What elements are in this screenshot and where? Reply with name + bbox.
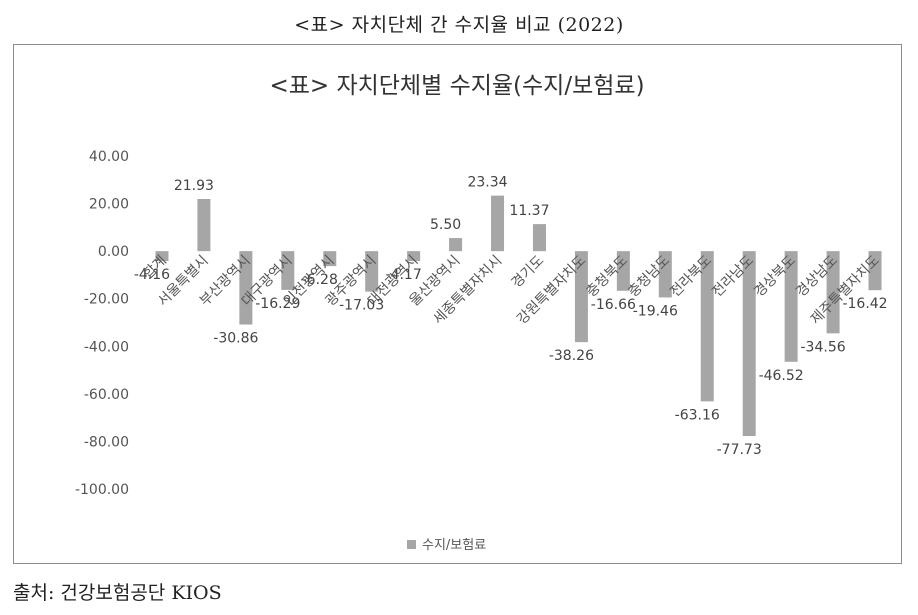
legend-swatch <box>407 540 416 549</box>
bar <box>491 195 505 252</box>
bar <box>365 251 379 292</box>
bar <box>826 251 840 334</box>
y-tick-label: -60.00 <box>84 387 129 403</box>
y-tick-label: -100.00 <box>75 482 129 498</box>
bar <box>658 251 672 298</box>
data-label: -46.52 <box>759 368 804 384</box>
bar <box>616 251 630 291</box>
bar <box>155 251 169 262</box>
bar <box>449 238 463 252</box>
bar <box>868 251 882 291</box>
y-tick-label: 40.00 <box>89 149 129 165</box>
data-label: -16.42 <box>842 296 887 312</box>
data-label: -63.16 <box>675 407 720 423</box>
data-label: -34.56 <box>801 339 846 355</box>
source-note: 출처: 건강보험공단 KIOS <box>13 582 222 604</box>
data-label: -19.46 <box>633 303 678 319</box>
chart-container: <표> 자치단체별 수지율(수지/보험료) 40.00 20.00 0.00 -20.0… <box>13 44 902 564</box>
bar <box>197 198 211 252</box>
data-label: -30.86 <box>213 331 258 347</box>
bar <box>700 251 714 402</box>
y-tick-label: -20.00 <box>84 292 129 308</box>
y-tick-label: -80.00 <box>84 434 129 450</box>
data-label: 23.34 <box>467 175 507 191</box>
page-title: <표> 자치단체 간 수지율 비교 (2022) <box>294 14 624 36</box>
bar <box>742 251 756 437</box>
legend-label: 수지/보험료 <box>422 538 486 553</box>
data-label: -6.28 <box>302 272 338 288</box>
data-label: -16.29 <box>255 296 300 312</box>
data-label: 5.50 <box>430 217 461 233</box>
data-label: -38.26 <box>549 348 594 364</box>
data-label: -4.17 <box>386 267 422 283</box>
bar <box>323 251 337 267</box>
category-label: 경기도 <box>509 253 548 292</box>
data-label: 11.37 <box>509 203 549 219</box>
bar <box>532 224 546 252</box>
data-label: 21.93 <box>174 178 214 194</box>
bar <box>784 251 798 362</box>
bar <box>281 251 295 290</box>
bar <box>239 251 253 325</box>
bar <box>574 251 588 343</box>
y-tick-label: -40.00 <box>84 339 129 355</box>
data-label: -16.66 <box>591 297 636 313</box>
chart-title: <표> 자치단체별 수지율(수지/보험료) <box>269 73 644 99</box>
y-tick-label: 20.00 <box>89 197 129 213</box>
y-tick-label: 0.00 <box>98 244 129 260</box>
bar-chart: <표> 자치단체별 수지율(수지/보험료) 40.00 20.00 0.00 -20.0… <box>75 73 888 553</box>
bar <box>407 251 421 262</box>
data-label: -77.73 <box>717 442 762 458</box>
data-label: -4.16 <box>134 267 170 283</box>
data-label: -17.03 <box>339 298 384 314</box>
